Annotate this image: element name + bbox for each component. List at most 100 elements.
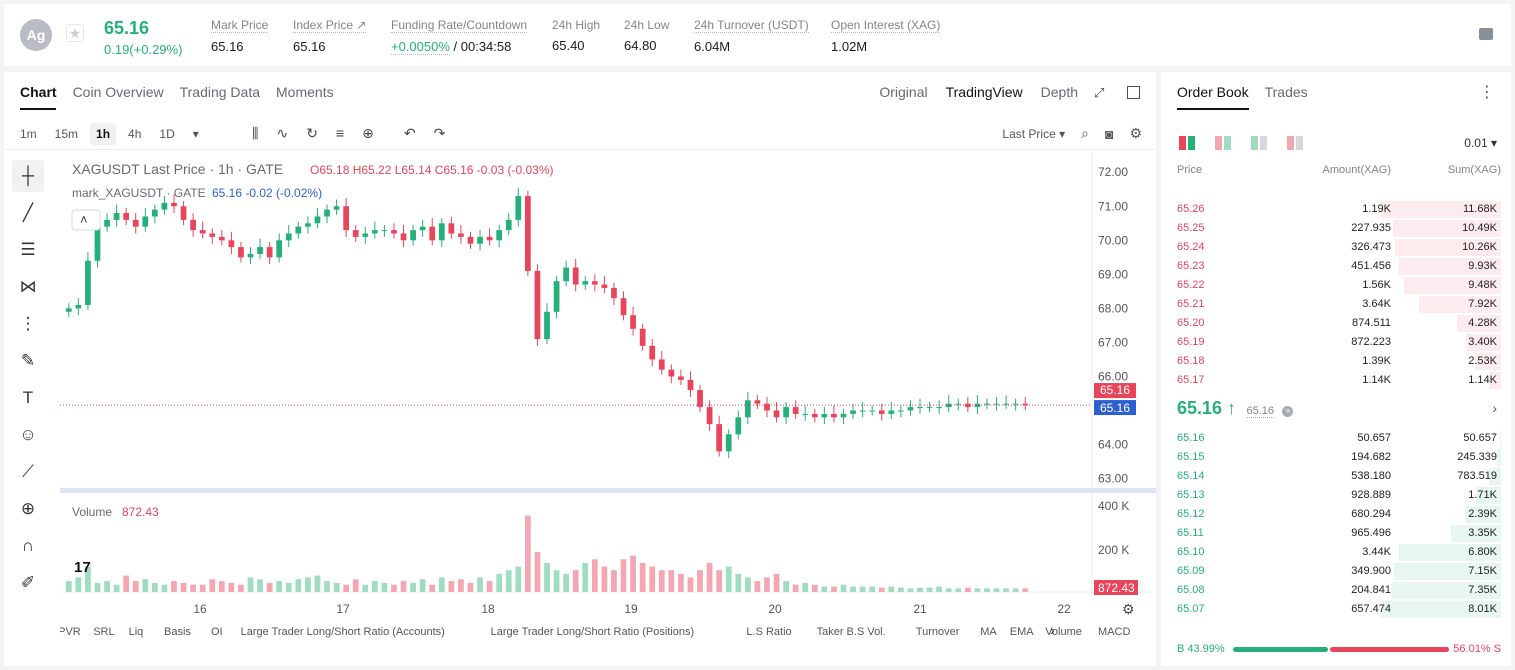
crosshair-icon[interactable]: ┼	[12, 160, 44, 192]
brush-icon[interactable]: ✎	[20, 351, 36, 370]
price-type-select[interactable]: Last Price ▾	[1002, 126, 1066, 141]
template-icon[interactable]: ≡	[335, 125, 345, 141]
window-icon[interactable]	[1127, 86, 1140, 99]
bid-row[interactable]: 65.13 928.889 1.71K	[1161, 486, 1511, 505]
horizontal-lines-icon[interactable]: ☰	[20, 240, 36, 259]
indicators-icon[interactable]: ∿	[276, 125, 289, 141]
indicator-item[interactable]: SRL	[93, 626, 114, 638]
ask-row[interactable]: 65.24 326.473 10.26K	[1161, 238, 1511, 257]
candle-body	[706, 407, 713, 425]
x-tick-label: 20	[768, 602, 782, 616]
indicator-item[interactable]: Turnover	[916, 626, 960, 638]
favorite-star-icon[interactable]: ★	[66, 24, 84, 42]
chart-panel: Chart Coin Overview Trading Data Moments…	[4, 72, 1156, 666]
tab-trading-data[interactable]: Trading Data	[179, 84, 261, 100]
ask-row[interactable]: 65.25 227.935 10.49K	[1161, 219, 1511, 238]
interval-1h[interactable]: 1h	[90, 123, 117, 145]
trend-line-icon[interactable]: ╱	[22, 203, 34, 222]
tab-order-book[interactable]: Order Book	[1177, 84, 1249, 100]
indicator-item[interactable]: Volume	[1045, 626, 1082, 638]
depth-bar	[1419, 296, 1501, 313]
ask-row[interactable]: 65.17 1.14K 1.14K	[1161, 371, 1511, 390]
layout-both-icon[interactable]	[1179, 136, 1195, 150]
indicator-item[interactable]: L.S Ratio	[746, 626, 791, 638]
view-tradingview[interactable]: TradingView	[945, 84, 1023, 100]
indicator-item[interactable]: OI	[211, 626, 223, 638]
candle-body	[773, 410, 780, 418]
indicator-item[interactable]: EMA	[1010, 626, 1035, 638]
stat-index-price[interactable]: Index Price ↗ 65.16	[293, 18, 367, 54]
expand-icon[interactable]: ⤢	[1094, 85, 1105, 100]
indicator-item[interactable]: LPVR	[60, 626, 81, 638]
candle-type-icon[interactable]: ⫼	[252, 125, 259, 141]
info-icon[interactable]: +	[1282, 406, 1294, 417]
tab-moments[interactable]: Moments	[276, 84, 334, 100]
ask-row[interactable]: 65.18 1.39K 2.53K	[1161, 352, 1511, 371]
camera-icon[interactable]: ◙	[1104, 125, 1114, 142]
bid-row[interactable]: 65.16 50.657 50.657	[1161, 429, 1511, 448]
interval-dropdown-icon[interactable]: ▾	[192, 127, 199, 141]
order-price: 65.17	[1177, 374, 1205, 386]
volume-bar	[218, 581, 225, 592]
magnet-icon[interactable]: ∩	[21, 536, 35, 555]
bid-row[interactable]: 65.12 680.294 2.39K	[1161, 505, 1511, 524]
interval-1m[interactable]: 1m	[20, 127, 37, 141]
indicator-item[interactable]: Large Trader Long/Short Ratio (Positions…	[491, 626, 695, 638]
search-icon[interactable]: ⌕	[1081, 125, 1089, 141]
settings-gear-icon[interactable]: ⚙	[1129, 125, 1142, 141]
volume-bar	[792, 584, 799, 592]
text-tool-icon[interactable]: T	[22, 388, 34, 407]
indicator-item[interactable]: Basis	[164, 626, 191, 638]
zoom-in-icon[interactable]: ⊕	[20, 499, 36, 518]
interval-4h[interactable]: 4h	[128, 127, 142, 141]
indicator-item[interactable]: Taker B.S Vol.	[817, 626, 886, 638]
tab-trades[interactable]: Trades	[1264, 84, 1308, 100]
price-chart[interactable]: 72.00 71.00 70.00 69.00 68.00 67.00 66.00 64.00…	[60, 152, 1156, 666]
stat-24h-low: 24h Low 64.80	[624, 18, 670, 53]
ask-row[interactable]: 65.20 874.511 4.28K	[1161, 314, 1511, 333]
refresh-icon[interactable]: ↻	[306, 125, 318, 141]
order-amount: 3.44K	[1362, 546, 1391, 558]
bid-row[interactable]: 65.11 965.496 3.35K	[1161, 524, 1511, 543]
bid-row[interactable]: 65.14 538.180 783.519	[1161, 467, 1511, 486]
redo-icon[interactable]: ↷	[433, 125, 446, 141]
bid-row[interactable]: 65.07 657.474 8.01K	[1161, 600, 1511, 619]
layout-bids-icon[interactable]	[1251, 136, 1267, 150]
emoji-icon[interactable]: ☺	[19, 425, 37, 444]
more-options-icon[interactable]: ⋮	[1479, 84, 1495, 101]
pattern-icon[interactable]: ⋈	[19, 277, 37, 296]
indicator-item[interactable]: MACD	[1098, 626, 1130, 638]
layout-asks-icon[interactable]	[1287, 136, 1303, 150]
ask-row[interactable]: 65.19 872.223 3.40K	[1161, 333, 1511, 352]
view-original[interactable]: Original	[879, 84, 928, 100]
tab-chart[interactable]: Chart	[20, 84, 57, 100]
indicator-item[interactable]: Large Trader Long/Short Ratio (Accounts)	[241, 626, 445, 638]
fib-icon[interactable]: ⋮	[19, 314, 37, 333]
view-depth[interactable]: Depth	[1040, 84, 1078, 100]
indicator-item[interactable]: Liq	[129, 626, 144, 638]
ask-row[interactable]: 65.22 1.56K 9.48K	[1161, 276, 1511, 295]
ask-row[interactable]: 65.26 1.19K 11.68K	[1161, 200, 1511, 219]
ask-row[interactable]: 65.21 3.64K 7.92K	[1161, 295, 1511, 314]
indicator-item[interactable]: MA	[980, 626, 997, 638]
layout-dual-icon[interactable]	[1215, 136, 1231, 150]
mid-price-row[interactable]: 65.16 ↑ 65.16 + ›	[1177, 398, 1501, 422]
y-tick-label: 63.00	[1098, 472, 1128, 486]
interval-15m[interactable]: 15m	[54, 127, 79, 141]
undo-icon[interactable]: ↶	[403, 125, 416, 141]
chevron-right-icon[interactable]: ›	[1492, 400, 1497, 416]
bid-row[interactable]: 65.09 349.900 7.15K	[1161, 562, 1511, 581]
ask-row[interactable]: 65.23 451.456 9.93K	[1161, 257, 1511, 276]
candle-body	[209, 233, 216, 237]
ruler-icon[interactable]: ⟋	[22, 462, 34, 481]
precision-select[interactable]: 0.01 ▾	[1464, 136, 1497, 150]
book-icon[interactable]	[1479, 28, 1493, 40]
lock-pen-icon[interactable]: ✐	[20, 573, 36, 592]
mark-price-tag-bg	[1094, 400, 1136, 416]
tab-coin-overview[interactable]: Coin Overview	[72, 84, 164, 100]
bid-row[interactable]: 65.10 3.44K 6.80K	[1161, 543, 1511, 562]
bid-row[interactable]: 65.15 194.682 245.339	[1161, 448, 1511, 467]
add-icon[interactable]: ⊕	[362, 125, 374, 141]
interval-1d[interactable]: 1D	[159, 127, 175, 141]
bid-row[interactable]: 65.08 204.841 7.35K	[1161, 581, 1511, 600]
